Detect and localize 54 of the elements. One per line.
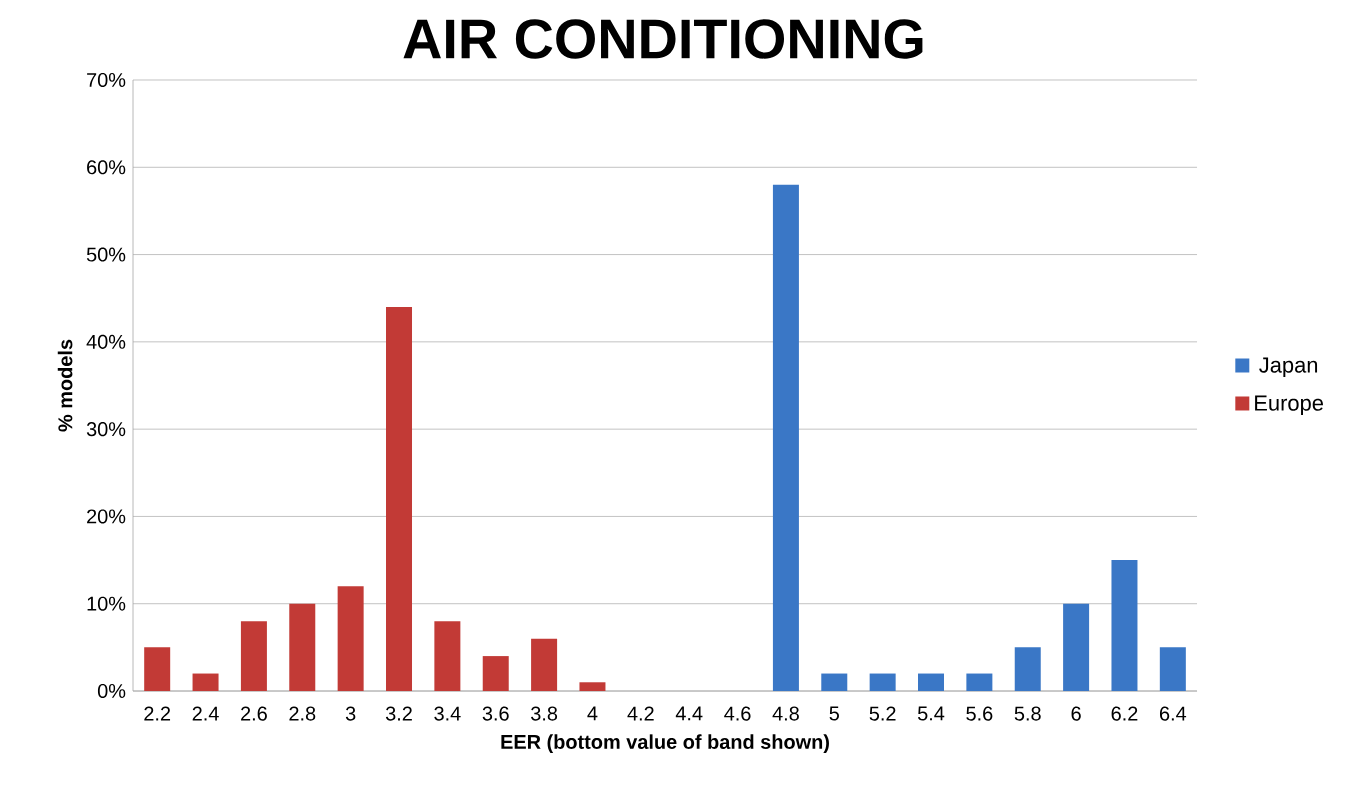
x-tick-label: 4.2 xyxy=(627,706,654,721)
bar xyxy=(482,656,509,691)
bar xyxy=(386,306,413,691)
bar xyxy=(869,673,896,691)
bar xyxy=(918,673,945,691)
x-tick-label: 3.2 xyxy=(385,706,412,721)
y-tick-label: 70% xyxy=(87,72,126,88)
x-tick-label: 5.6 xyxy=(966,706,993,721)
x-tick-label: 6 xyxy=(1071,706,1081,721)
x-tick-label: 5.4 xyxy=(917,706,945,721)
x-tick-label: 2.8 xyxy=(289,706,316,721)
y-tick-label: 20% xyxy=(87,509,126,524)
x-tick-label: 3 xyxy=(345,706,356,721)
bar xyxy=(240,621,267,691)
bar xyxy=(434,621,461,691)
y-tick-label: 50% xyxy=(86,247,126,262)
x-tick-label: 5.2 xyxy=(869,706,896,721)
x-tick-label: 2.4 xyxy=(192,706,219,721)
bar xyxy=(289,603,316,691)
chart-title: AIR CONDITIONING xyxy=(403,19,923,59)
x-tick-label: 3.8 xyxy=(531,706,558,721)
x-tick-label: 3.6 xyxy=(482,706,509,721)
x-tick-label: 2.2 xyxy=(144,706,171,721)
x-tick-label: 6.2 xyxy=(1111,706,1138,721)
y-tick-label: 0% xyxy=(97,683,126,699)
bar xyxy=(579,682,606,691)
bar xyxy=(1014,647,1041,691)
x-tick-label: 4.6 xyxy=(724,706,751,721)
bar xyxy=(1063,603,1090,691)
bar xyxy=(966,673,993,691)
bar xyxy=(144,647,171,691)
x-tick-label: 5 xyxy=(829,706,839,721)
bar xyxy=(821,673,848,691)
x-axis-title: EER (bottom value of band shown) xyxy=(501,734,829,753)
x-tick-label: 6.4 xyxy=(1159,706,1187,721)
x-tick-label: 3.4 xyxy=(434,706,461,721)
y-tick-label: 60% xyxy=(87,160,126,175)
x-tick-label: 4 xyxy=(587,706,598,721)
bar xyxy=(531,638,558,691)
x-tick-label: 5.8 xyxy=(1014,706,1041,721)
bar xyxy=(1111,560,1138,691)
y-tick-label: 30% xyxy=(86,422,126,437)
y-tick-label: 40% xyxy=(86,334,126,349)
legend-label: Europe xyxy=(1255,395,1323,416)
y-tick-label: 10% xyxy=(87,596,126,611)
x-tick-label: 4.4 xyxy=(675,706,703,721)
bar xyxy=(1159,647,1186,691)
x-tick-label: 2.6 xyxy=(241,706,267,721)
y-axis-title: % models xyxy=(57,339,73,432)
bar xyxy=(192,673,219,691)
bar xyxy=(337,586,364,691)
bar xyxy=(772,184,799,691)
x-tick-label: 4.8 xyxy=(772,706,799,721)
legend-label: Japan xyxy=(1259,357,1318,378)
